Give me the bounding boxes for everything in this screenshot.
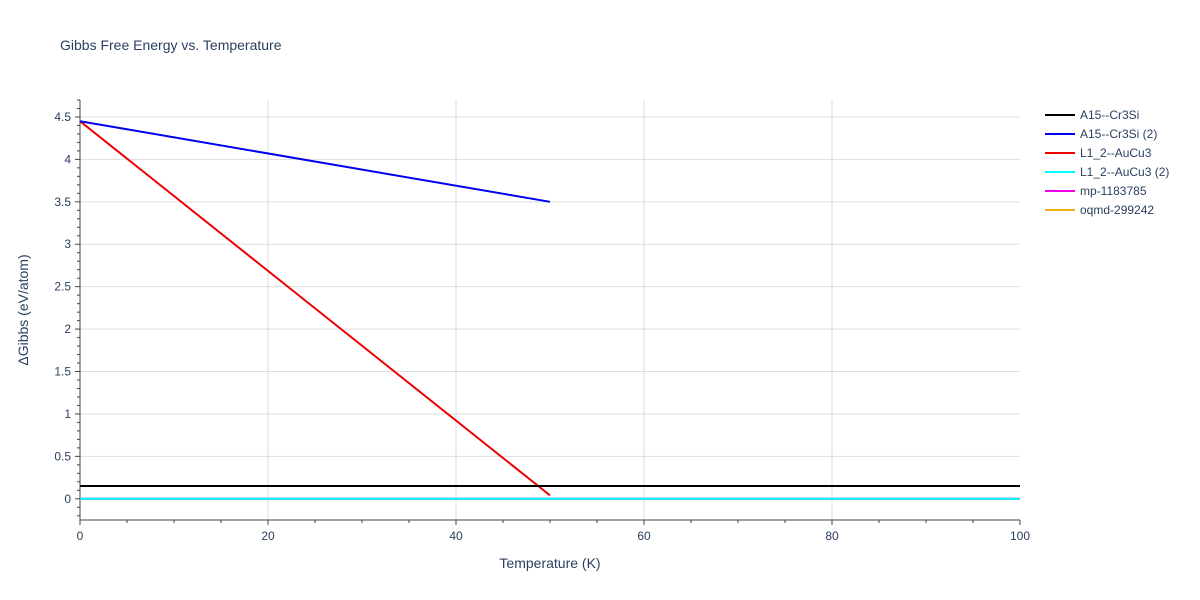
- legend-item[interactable]: mp-1183785: [1045, 184, 1147, 198]
- legend-label: mp-1183785: [1080, 184, 1147, 198]
- legend[interactable]: A15--Cr3Si A15--Cr3Si (2) L1_2--AuCu3 L1_2-…: [1045, 108, 1169, 217]
- y-tick-label: 0: [64, 492, 71, 506]
- x-tick-label: 60: [637, 529, 651, 543]
- legend-label: A15--Cr3Si (2): [1080, 127, 1157, 141]
- y-axis-title: ΔGibbs (eV/atom): [15, 254, 31, 365]
- series-line: [79, 120, 551, 203]
- y-tick-label: 0.5: [54, 449, 71, 463]
- y-tick-label: 1.5: [54, 365, 71, 379]
- x-tick-label: 40: [449, 529, 463, 543]
- y-tick-label: 2: [64, 322, 71, 336]
- x-tick-label: 20: [261, 529, 275, 543]
- y-tick-label: 3: [64, 237, 71, 251]
- y-tick-label: 3.5: [54, 195, 71, 209]
- grid-lines: [80, 100, 1020, 520]
- y-tick-label: 1: [64, 407, 71, 421]
- legend-item[interactable]: A15--Cr3Si: [1045, 108, 1139, 122]
- legend-label: L1_2--AuCu3 (2): [1080, 165, 1169, 179]
- x-axis-title: Temperature (K): [499, 555, 600, 571]
- y-tick-label: 4.5: [54, 110, 71, 124]
- legend-item[interactable]: oqmd-299242: [1045, 203, 1154, 217]
- legend-label: oqmd-299242: [1080, 203, 1154, 217]
- axes: [75, 99, 1021, 525]
- legend-label: L1_2--AuCu3: [1080, 146, 1152, 160]
- legend-item[interactable]: L1_2--AuCu3: [1045, 146, 1152, 160]
- x-tick-label: 0: [77, 529, 84, 543]
- legend-label: A15--Cr3Si: [1080, 108, 1139, 122]
- plot-area: [79, 120, 1020, 500]
- legend-item[interactable]: A15--Cr3Si (2): [1045, 127, 1157, 141]
- x-tick-label: 80: [825, 529, 839, 543]
- legend-item[interactable]: L1_2--AuCu3 (2): [1045, 165, 1169, 179]
- x-tick-label: 100: [1010, 529, 1030, 543]
- y-tick-label: 2.5: [54, 280, 71, 294]
- x-axis-ticks: 0 20 40 60 80 100: [77, 529, 1031, 543]
- y-axis-ticks: 0 0.5 1 1.5 2 2.5 3 3.5 4 4.5: [54, 110, 71, 506]
- chart-title: Gibbs Free Energy vs. Temperature: [60, 37, 282, 53]
- series-line: [79, 120, 551, 497]
- y-tick-label: 4: [64, 152, 71, 166]
